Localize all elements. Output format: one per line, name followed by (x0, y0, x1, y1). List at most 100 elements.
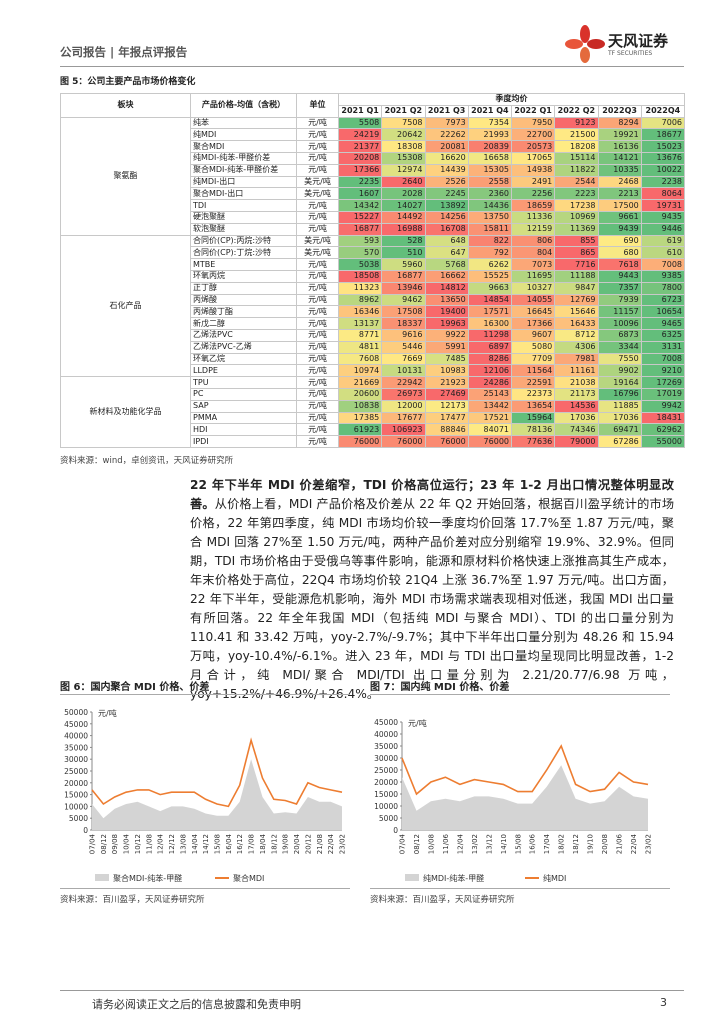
value-cell: 4811 (337, 340, 383, 354)
value-cell: 14812 (424, 281, 469, 295)
table-row: 聚氨酯 纯苯 元/吨 5508 7508 7973 7354 7950 9123 8294 7006 (60, 116, 686, 236)
value-cell: 17036 (554, 411, 599, 425)
value-cell: 3131 (640, 340, 686, 354)
table-row: 乙烯法PVC-乙烯 元/吨 4811 5446 5991 6897 5080 4306 3344… (61, 340, 686, 354)
value-cell: 17019 (640, 387, 686, 401)
x-tick-label: 22/04 (630, 833, 638, 854)
value-cell: 7550 (597, 352, 642, 366)
value-cell: 84071 (467, 423, 513, 437)
value-cell: 21173 (554, 387, 599, 401)
header-left: 公司报告 | 年报点评报告 (60, 45, 188, 59)
value-cell: 7618 (597, 258, 642, 271)
value-cell: 12173 (424, 399, 469, 413)
source: 资料来源：百川盈孚，天风证券研究所 (60, 895, 205, 905)
value-cell: 22942 (381, 376, 426, 389)
value-cell: 18431 (640, 411, 686, 425)
product: 乙烯法PVC-乙烯 (190, 340, 297, 354)
value-cell: 67286 (597, 435, 642, 448)
x-tick-label: 21/08 (316, 834, 324, 854)
value-cell: 9123 (554, 116, 599, 130)
x-tick-label: 16/04 (225, 833, 233, 854)
value-cell: 7709 (510, 352, 556, 366)
x-tick-label: 14/12 (202, 834, 210, 854)
x-tick-label: 21/06 (616, 833, 624, 854)
value-cell: 26973 (381, 387, 426, 401)
value-cell: 6325 (640, 328, 686, 342)
y-tick-label: 40000 (374, 730, 398, 739)
value-cell: 11336 (510, 210, 556, 224)
logo-icon (565, 25, 605, 63)
y-tick-label: 5000 (69, 814, 88, 823)
product: TPU (190, 376, 297, 389)
rule (60, 694, 350, 695)
legend-swatch (95, 874, 109, 881)
product: 环氧乙烷 (190, 352, 297, 366)
value-cell: 8771 (337, 328, 383, 342)
unit: 元/吨 (296, 281, 339, 295)
x-tick-label: 15/08 (514, 834, 522, 854)
charts: 0 5000 10000 15000 20000 25000 30000 35000 40000… (64, 708, 653, 883)
x-tick-label: 13/02 (471, 834, 479, 854)
table-row: 新戊二醇 元/吨 13137 18337 19963 16300 17366 16433 100… (61, 317, 686, 330)
value-cell: 17366 (510, 317, 556, 330)
value-cell: 16433 (554, 317, 599, 330)
y-tick-label: 35000 (64, 743, 88, 752)
value-cell: 16645 (510, 305, 556, 319)
y-tick-label: 35000 (374, 742, 398, 751)
value-cell: 12106 (467, 364, 513, 378)
value-cell: 865 (554, 246, 599, 260)
x-tick-label: 18/04 (259, 833, 267, 854)
x-tick-label: 10/12 (134, 834, 142, 854)
value-cell: 18659 (510, 199, 556, 212)
lead: 22 年下半年 MDI 价差缩窄，TDI 价格高位运行；23 年 1-2 月出口… (190, 478, 674, 511)
table-row: 正丁醇 元/吨 11323 13946 14812 9663 10327 9847 7357 78… (61, 281, 686, 295)
header-cell: 单位 (296, 93, 339, 118)
y-tick-label: 10000 (64, 802, 88, 811)
header-row: 2021 Q1 2021 Q2 2021 Q3 2021 Q4 2022 Q1 2022 … (61, 104, 686, 118)
value-cell: 9607 (510, 328, 556, 342)
product: 丙烯酸丁酯 (190, 305, 297, 319)
x-tick-label: 22/04 (327, 833, 335, 854)
value-cell: 14536 (554, 399, 599, 413)
disclaimer: 请务必阅读正文之后的信息披露和免责申明 (92, 998, 301, 1011)
group-header: 季度均价 (338, 93, 685, 106)
line (91, 737, 343, 808)
x-tick-label: 12/12 (168, 834, 176, 854)
y-tick-label: 15000 (64, 791, 88, 800)
value-cell: 11564 (510, 364, 556, 378)
table-row: PMMA 元/吨 17385 17677 17477 17521 15964 17036 170… (61, 411, 686, 425)
table-row: 石化产品 合同价(CP):丙烷:沙特 美元/吨 593 528 648 822 806 855 6… (60, 234, 686, 378)
value-cell: 804 (510, 246, 556, 260)
unit: 元/吨 (296, 376, 339, 389)
x-tick-label: 07/04 (89, 833, 97, 854)
table-row: 合同价(CP):丁烷:沙特 美元/吨 570 510 647 792 804 865 680 61… (61, 246, 686, 260)
y-tick-label: 20000 (374, 778, 398, 787)
value-cell: 17036 (597, 411, 642, 425)
rule (60, 888, 350, 889)
value-cell: 24219 (337, 128, 383, 142)
value-cell: 18508 (337, 269, 383, 283)
value-cell: 570 (337, 246, 383, 260)
value-cell: 7800 (640, 281, 686, 295)
figure-title: 图 6：国内聚合 MDI 价格、价差 (60, 682, 210, 693)
table-row: 乙烯法PVC 元/吨 8771 9616 9922 11298 9607 8712 6873 63… (61, 328, 686, 342)
table-row: IPDI 元/吨 76000 76000 76000 76000 77636 79000 672… (61, 435, 686, 448)
value-cell: 9465 (640, 317, 686, 330)
x-tick-label: 23/02 (645, 834, 653, 854)
y-tick-label: 10000 (374, 802, 398, 811)
value-cell: 17677 (381, 411, 426, 425)
value-cell: 7669 (381, 352, 426, 366)
value-cell: 9663 (467, 281, 513, 295)
quarter: 2021 Q3 (424, 104, 469, 118)
table-row: MTBE 元/吨 5038 5960 5768 6262 7073 7716 7618 7008 (61, 258, 686, 271)
x-tick-label: 18/12 (572, 834, 580, 854)
value-cell: 19963 (424, 317, 469, 330)
value-cell: 11695 (510, 269, 556, 283)
table-row: 软泡聚醚 元/吨 16877 16988 16708 15811 12159 11369 943… (61, 222, 686, 236)
value-cell: 7981 (554, 352, 599, 366)
value-cell: 62962 (640, 423, 686, 437)
value-cell: 8286 (467, 352, 513, 366)
y-tick-label: 15000 (374, 790, 398, 799)
value-cell: 16796 (597, 387, 642, 401)
